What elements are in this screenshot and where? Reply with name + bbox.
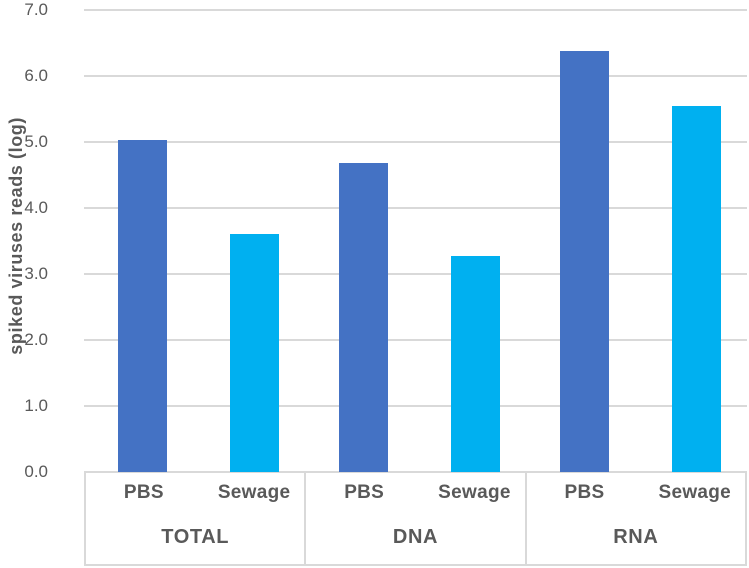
gridline-0.0 bbox=[84, 471, 747, 473]
x-sub-label-dna-pbs: PBS bbox=[344, 482, 385, 503]
x-group-cell-rna: PBS Sewage RNA bbox=[527, 472, 745, 564]
y-tick-label-4.0: 4.0 bbox=[24, 198, 48, 217]
y-tick-label-5.0: 5.0 bbox=[24, 132, 48, 151]
y-tick-label-0.0: 0.0 bbox=[24, 462, 48, 481]
x-axis-label-table: PBS Sewage TOTAL PBS Sewage DNA PBS Sewage RNA bbox=[84, 472, 747, 566]
y-tick-label-2.0: 2.0 bbox=[24, 330, 48, 349]
x-group-label-total: TOTAL bbox=[161, 526, 230, 548]
x-group-label-dna: DNA bbox=[392, 526, 439, 548]
bar-dna-pbs bbox=[339, 163, 389, 472]
y-tick-label-3.0: 3.0 bbox=[24, 264, 48, 283]
y-tick-label-7.0: 7.0 bbox=[24, 0, 48, 19]
x-group-label-rna: RNA bbox=[613, 526, 659, 548]
y-tick-label-1.0: 1.0 bbox=[24, 396, 48, 415]
y-tick-label-6.0: 6.0 bbox=[24, 66, 48, 85]
x-sub-label-rna-pbs: PBS bbox=[564, 482, 605, 503]
y-axis-title-text: spiked viruses reads (log) bbox=[5, 117, 26, 355]
x-group-cell-total: PBS Sewage TOTAL bbox=[86, 472, 307, 564]
gridline-1.0 bbox=[84, 405, 747, 407]
gridline-5.0 bbox=[84, 141, 747, 143]
gridline-4.0 bbox=[84, 207, 747, 209]
gridline-3.0 bbox=[84, 273, 747, 275]
x-sub-label-dna-sewage: Sewage bbox=[438, 482, 511, 503]
x-sub-label-total-pbs: PBS bbox=[123, 482, 164, 503]
gridline-2.0 bbox=[84, 339, 747, 341]
bar-rna-sewage bbox=[671, 105, 721, 472]
x-sub-label-rna-sewage: Sewage bbox=[658, 482, 732, 503]
gridline-7.0 bbox=[84, 9, 747, 11]
x-sub-label-total-sewage: Sewage bbox=[217, 482, 291, 503]
bar-dna-sewage bbox=[450, 256, 500, 472]
bar-rna-pbs bbox=[560, 50, 610, 472]
x-group-cell-dna: PBS Sewage DNA bbox=[306, 472, 527, 564]
bar-total-sewage bbox=[229, 234, 279, 472]
gridline-6.0 bbox=[84, 75, 747, 77]
bar-total-pbs bbox=[118, 140, 168, 472]
plot-area bbox=[84, 0, 747, 473]
